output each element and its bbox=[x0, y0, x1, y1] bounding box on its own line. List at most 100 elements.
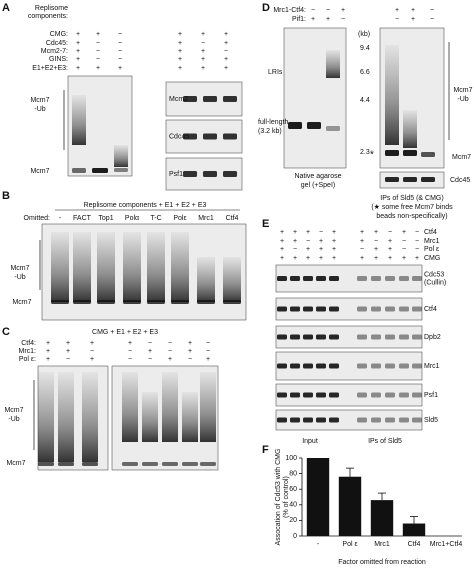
band bbox=[223, 171, 237, 177]
band bbox=[399, 363, 409, 369]
band bbox=[399, 417, 409, 423]
lane-label: Ctf4 bbox=[226, 215, 239, 222]
caption: IPs of Sld5 (& CMG) bbox=[380, 195, 443, 202]
panel-label: D bbox=[262, 2, 270, 14]
band bbox=[371, 334, 381, 340]
blot-label: -Ub bbox=[457, 96, 468, 103]
band bbox=[142, 462, 158, 466]
band bbox=[316, 276, 326, 281]
sign: − bbox=[360, 246, 364, 253]
band bbox=[371, 392, 381, 398]
sign: + bbox=[402, 255, 406, 262]
smear bbox=[51, 232, 69, 302]
band bbox=[329, 363, 339, 369]
band bbox=[82, 462, 98, 466]
sign: + bbox=[306, 246, 310, 253]
smear bbox=[223, 257, 241, 302]
sign: + bbox=[224, 65, 228, 72]
band bbox=[162, 462, 178, 466]
smear bbox=[142, 392, 158, 442]
blot-label: Mcm7 bbox=[12, 299, 31, 306]
y-tick-label: 80 bbox=[289, 470, 297, 477]
band bbox=[197, 300, 215, 304]
sign: + bbox=[224, 56, 228, 63]
blot-label: Mcm7 bbox=[10, 265, 29, 272]
band bbox=[385, 306, 395, 312]
caption: beads non-specifically) bbox=[376, 213, 447, 220]
band bbox=[403, 150, 417, 156]
marker-label: 4.4 bbox=[360, 97, 370, 104]
sign: − bbox=[415, 229, 419, 236]
blot-label: Mcm7 bbox=[30, 168, 49, 175]
sign: + bbox=[332, 238, 336, 245]
sign: + bbox=[96, 31, 100, 38]
x-tick-label: Pol ε bbox=[342, 541, 357, 548]
sign: − bbox=[148, 356, 152, 363]
smear bbox=[385, 45, 399, 145]
row-label: GINS: bbox=[49, 56, 68, 63]
blot-label: Mcm2 bbox=[169, 96, 188, 103]
band bbox=[371, 306, 381, 312]
x-tick-label: Ctf4 bbox=[408, 541, 421, 548]
marker-label: 6.6 bbox=[360, 69, 370, 76]
sign: + bbox=[178, 31, 182, 38]
bar bbox=[402, 523, 426, 536]
band bbox=[223, 300, 241, 304]
sign: − bbox=[148, 340, 152, 347]
y-tick-label: 60 bbox=[289, 486, 297, 493]
sign: + bbox=[118, 65, 122, 72]
smear bbox=[200, 372, 216, 442]
band bbox=[329, 334, 339, 340]
sign: + bbox=[90, 340, 94, 347]
caption: Native agarose bbox=[294, 173, 341, 180]
band bbox=[316, 417, 326, 423]
smear bbox=[58, 372, 74, 462]
sign: + bbox=[311, 16, 315, 23]
sign: − bbox=[430, 16, 434, 23]
sign: + bbox=[168, 356, 172, 363]
sign: + bbox=[46, 340, 50, 347]
blot bbox=[283, 27, 347, 169]
sign: + bbox=[319, 238, 323, 245]
sign: + bbox=[332, 255, 336, 262]
x-tick-label: Mrc1+Ctf4 bbox=[430, 541, 463, 548]
band bbox=[412, 306, 422, 312]
sign: + bbox=[388, 238, 392, 245]
sign: − bbox=[402, 246, 406, 253]
sign: − bbox=[341, 16, 345, 23]
x-tick-label: Mrc1 bbox=[374, 541, 390, 548]
sign: + bbox=[76, 65, 80, 72]
band bbox=[412, 417, 422, 423]
band bbox=[329, 392, 339, 398]
blot-label: -Ub bbox=[14, 274, 25, 281]
sign: + bbox=[188, 340, 192, 347]
sign: + bbox=[90, 356, 94, 363]
band bbox=[183, 133, 197, 140]
band bbox=[203, 133, 217, 140]
y-label: Assocation of Cdc53 with CMG bbox=[275, 449, 282, 546]
band bbox=[122, 462, 138, 466]
band bbox=[290, 363, 300, 369]
sign: + bbox=[76, 31, 80, 38]
smear bbox=[38, 372, 54, 462]
smear bbox=[82, 372, 98, 462]
smear bbox=[326, 50, 340, 78]
band bbox=[183, 96, 197, 102]
row-label: Cdc45: bbox=[46, 40, 68, 47]
blot-label: Psf1 bbox=[169, 171, 183, 178]
band bbox=[385, 334, 395, 340]
sign: + bbox=[293, 238, 297, 245]
blot-label: Mcm7 bbox=[452, 154, 471, 161]
blot bbox=[275, 351, 423, 381]
sign: − bbox=[128, 348, 132, 355]
gel-label: LRIs bbox=[268, 69, 283, 76]
sign: + bbox=[319, 246, 323, 253]
band bbox=[316, 306, 326, 312]
band bbox=[412, 392, 422, 398]
marker-label: 2.3 bbox=[360, 149, 370, 156]
sign: − bbox=[118, 40, 122, 47]
band bbox=[290, 417, 300, 423]
sign: + bbox=[319, 255, 323, 262]
sign: + bbox=[66, 340, 70, 347]
band bbox=[371, 276, 381, 281]
